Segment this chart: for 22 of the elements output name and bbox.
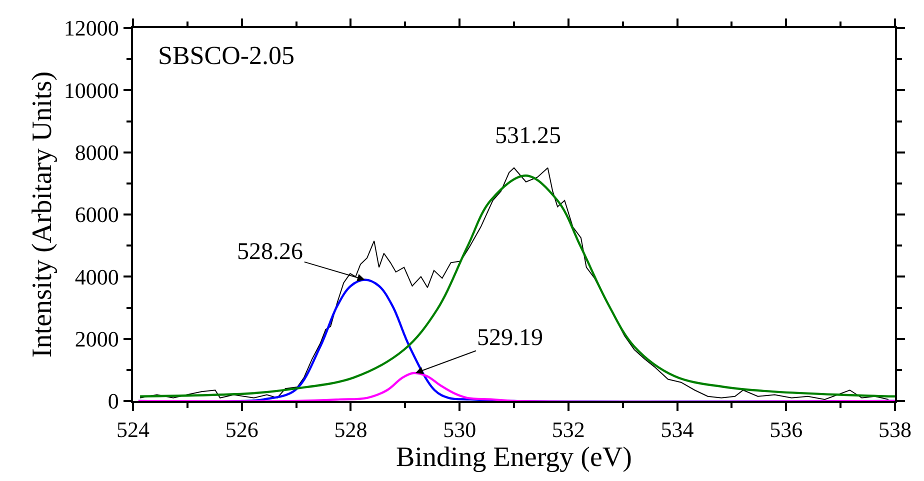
x-tick-label: 526 <box>225 417 258 442</box>
y-axis-title: Intensity (Arbitary Units) <box>27 71 58 358</box>
annotation: 528.26 <box>237 239 303 265</box>
annotation: SBSCO-2.05 <box>158 41 295 70</box>
y-tick-label: 6000 <box>74 202 119 228</box>
x-tick-label: 532 <box>552 417 585 442</box>
y-tick-label: 4000 <box>74 264 119 290</box>
x-tick-label: 534 <box>660 417 694 442</box>
annotation: 529.19 <box>477 325 543 351</box>
y-tick-label: 0 <box>108 388 119 414</box>
x-tick-label: 530 <box>443 417 476 442</box>
x-tick-label: 524 <box>116 417 150 442</box>
annotation: 531.25 <box>495 123 561 149</box>
line-series <box>137 372 895 401</box>
y-tick-label: 10000 <box>64 78 119 103</box>
x-tick-label: 536 <box>770 417 803 442</box>
y-tick-label: 12000 <box>64 16 119 41</box>
y-tick-label: 8000 <box>74 140 119 166</box>
y-tick-label: 2000 <box>74 326 119 352</box>
x-axis-title: Binding Energy (eV) <box>396 442 632 474</box>
x-tick-label: 538 <box>878 417 912 442</box>
x-tick-label: 528 <box>334 417 368 442</box>
